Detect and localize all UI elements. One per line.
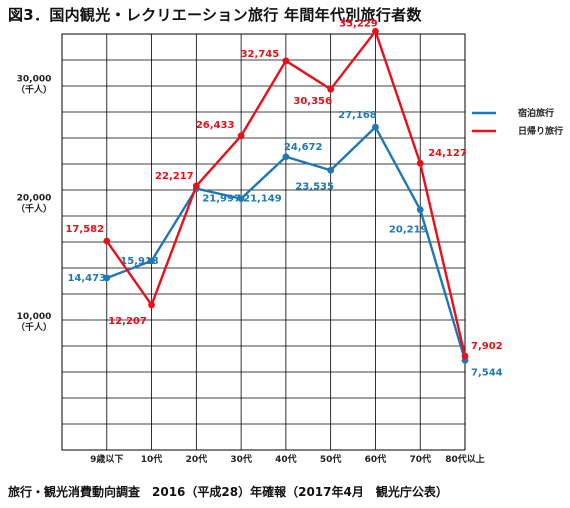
data-point xyxy=(237,195,245,203)
data-point xyxy=(416,159,424,167)
data-label: 35,229 xyxy=(339,18,378,29)
data-label: 12,207 xyxy=(108,316,147,327)
series: 14,473 15,913 21,997 21,149 24,672 23,535 27,1… xyxy=(65,18,502,378)
data-point xyxy=(103,274,111,282)
data-label: 24,672 xyxy=(284,142,323,153)
data-point xyxy=(327,85,335,93)
data-point xyxy=(148,301,155,309)
data-label: 22,217 xyxy=(155,171,194,182)
x-tick-label: 50代 xyxy=(320,453,342,465)
series-2: 17,582 12,207 22,217 26,433 32,745 30,356 35,2… xyxy=(65,18,503,360)
data-point xyxy=(148,257,155,265)
data-label: 20,219 xyxy=(389,225,428,236)
x-tick-label: 70代 xyxy=(409,453,431,465)
data-label: 14,473 xyxy=(67,273,106,284)
data-point xyxy=(103,237,111,245)
data-point xyxy=(282,153,290,161)
data-point xyxy=(461,352,469,360)
x-tick-label: 60代 xyxy=(365,453,387,465)
y-tick-label: 20,000 xyxy=(17,193,52,203)
legend-label: 宿泊旅行 xyxy=(518,107,554,119)
y-tick-label: 30,000 xyxy=(17,74,52,84)
x-tick-label: 9歳以下 xyxy=(90,453,123,465)
data-point xyxy=(282,57,290,65)
y-tick-unit: （千人） xyxy=(16,321,52,333)
data-label: 21,149 xyxy=(243,194,282,205)
data-label: 21,997 xyxy=(202,194,241,205)
y-tick-label: 10,000 xyxy=(17,312,52,322)
data-label: 7,902 xyxy=(471,341,503,352)
data-label: 32,745 xyxy=(241,49,280,60)
y-tick-unit: （千人） xyxy=(16,202,52,214)
y-tick-unit: （千人） xyxy=(16,83,52,95)
data-point xyxy=(192,182,200,190)
data-point xyxy=(237,132,245,140)
data-point xyxy=(372,123,379,131)
x-tick-label: 80代以上 xyxy=(445,453,485,465)
grid xyxy=(61,33,466,451)
x-axis-ticks: 9歳以下 10代 20代 30代 40代 50代 60代 70代 80代以上 xyxy=(90,453,485,465)
data-label: 17,582 xyxy=(65,224,104,235)
x-tick-label: 20代 xyxy=(186,453,208,465)
legend-label: 日帰り旅行 xyxy=(518,125,563,137)
data-point xyxy=(372,27,379,35)
data-point xyxy=(327,166,335,174)
data-label: 30,356 xyxy=(293,96,332,107)
data-label: 23,535 xyxy=(295,181,334,192)
series-1: 14,473 15,913 21,997 21,149 24,672 23,535 27,1… xyxy=(67,110,502,378)
x-tick-label: 40代 xyxy=(275,453,297,465)
y-axis-ticks: 10,000（千人）20,000（千人）30,000（千人） xyxy=(16,74,52,333)
line-chart: 10,000（千人）20,000（千人）30,000（千人） 9歳以下 10代 20… xyxy=(16,18,563,465)
source-note: 旅行・観光消費動向調査 2016（平成28）年確報（2017年4月 観光庁公表） xyxy=(8,485,448,499)
data-label: 27,168 xyxy=(338,110,377,121)
data-label: 7,544 xyxy=(471,367,503,378)
x-tick-label: 10代 xyxy=(141,453,163,465)
x-tick-label: 30代 xyxy=(230,453,252,465)
chart-title: 図3．国内観光・レクリエーション旅行 年間年代別旅行者数 xyxy=(8,6,422,24)
data-label: 24,127 xyxy=(428,148,467,159)
data-point xyxy=(416,206,424,214)
data-label: 15,913 xyxy=(120,256,159,267)
data-label: 26,433 xyxy=(196,120,235,131)
